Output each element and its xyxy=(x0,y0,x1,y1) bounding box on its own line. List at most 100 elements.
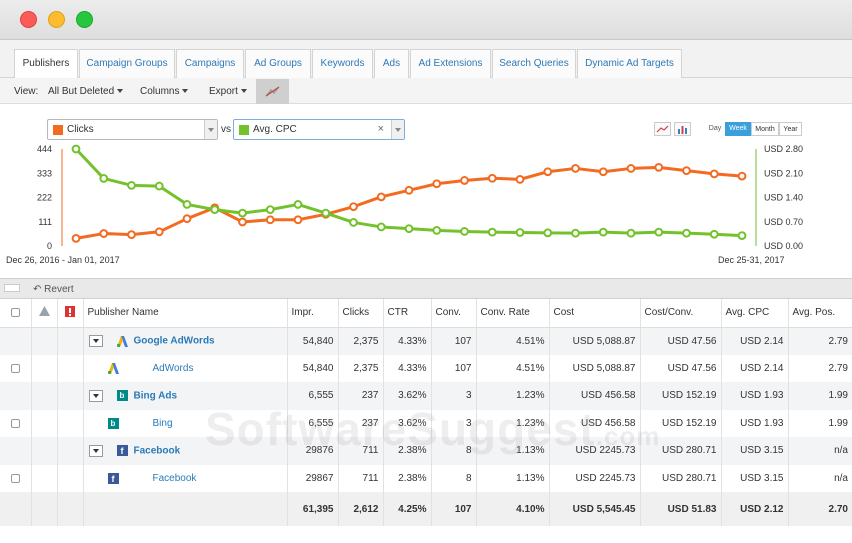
metric1-color-swatch xyxy=(53,125,63,135)
minimize-window-button[interactable] xyxy=(48,11,65,28)
table-row[interactable]: Google AdWords 54,840 2,375 4.33% 107 4.… xyxy=(0,327,852,355)
ctr-cell: 2.38% xyxy=(383,437,432,465)
metric2-select[interactable]: Avg. CPC × xyxy=(233,119,405,140)
conv-rate-cell: 1.23% xyxy=(476,382,550,410)
chevron-down-icon xyxy=(182,89,189,94)
google-adwords-icon xyxy=(116,335,128,347)
col-avg-cpc[interactable]: Avg. CPC xyxy=(721,299,789,328)
data-point xyxy=(154,227,164,237)
google-adwords-icon xyxy=(107,362,119,374)
select-all-checkbox[interactable] xyxy=(10,308,20,318)
row-checkbox[interactable] xyxy=(10,363,20,373)
data-point xyxy=(737,231,747,241)
data-point xyxy=(626,228,636,238)
table-row[interactable]: b Bing Ads 6,555 237 3.62% 3 1.23% USD 45… xyxy=(0,382,852,410)
col-impr[interactable]: Impr. xyxy=(287,299,339,328)
facebook-icon: f xyxy=(116,445,128,457)
publisher-name[interactable]: Bing xyxy=(152,417,173,429)
col-cost[interactable]: Cost xyxy=(549,299,641,328)
avg-pos-cell: n/a xyxy=(788,464,852,492)
publisher-name[interactable]: Facebook xyxy=(152,472,197,484)
data-point xyxy=(182,214,192,224)
tab-ad-groups[interactable]: Ad Groups xyxy=(245,49,311,78)
clicks-cell: 237 xyxy=(338,409,384,437)
revert-button[interactable]: ↶ Revert xyxy=(33,284,74,295)
tab-campaigns[interactable]: Campaigns xyxy=(176,49,244,78)
row-checkbox[interactable] xyxy=(10,418,20,428)
ctr-cell: 4.33% xyxy=(383,327,432,355)
data-point xyxy=(182,200,192,209)
col-ctr[interactable]: CTR xyxy=(383,299,432,328)
table-row[interactable]: AdWords 54,840 2,375 4.33% 107 4.51% USD… xyxy=(0,354,852,382)
view-label: View: xyxy=(14,86,39,97)
table-row[interactable]: f Facebook 29876 711 2.38% 8 1.13% USD 22… xyxy=(0,437,852,465)
publisher-name[interactable]: AdWords xyxy=(152,362,194,374)
data-point xyxy=(432,179,442,189)
col-clicks[interactable]: Clicks xyxy=(338,299,384,328)
publisher-name[interactable]: Facebook xyxy=(133,445,181,457)
tab-ad-extensions[interactable]: Ad Extensions xyxy=(410,49,491,78)
tab-publishers[interactable]: Publishers xyxy=(14,49,78,79)
collapse-toggle[interactable] xyxy=(4,284,20,292)
data-point xyxy=(460,176,469,185)
publisher-name[interactable]: Bing Ads xyxy=(133,390,178,402)
tab-dynamic-ad-targets[interactable]: Dynamic Ad Targets xyxy=(577,49,682,78)
data-point xyxy=(543,167,553,177)
data-point xyxy=(487,173,497,183)
bar-chart-toggle[interactable] xyxy=(674,122,691,136)
data-point xyxy=(515,174,525,184)
row-checkbox[interactable] xyxy=(10,473,20,483)
cost-cell: USD 2245.73 xyxy=(549,437,641,465)
total-clicks: 2,612 xyxy=(338,492,384,526)
data-point xyxy=(543,228,553,238)
publisher-name[interactable]: Google AdWords xyxy=(133,335,215,347)
expand-toggle[interactable] xyxy=(88,389,103,402)
cost-cell: USD 5,088.87 xyxy=(549,327,641,355)
col-conv-rate[interactable]: Conv. Rate xyxy=(476,299,550,328)
cost-per-conv-cell: USD 47.56 xyxy=(640,327,722,355)
col-cost-per-conv[interactable]: Cost/Conv. xyxy=(640,299,722,328)
view-dropdown[interactable]: All But Deleted xyxy=(48,86,124,97)
tab-search-queries[interactable]: Search Queries xyxy=(492,49,576,78)
conv-rate-cell: 1.13% xyxy=(476,464,550,492)
range-year[interactable]: Year xyxy=(779,122,802,136)
expand-toggle[interactable] xyxy=(88,444,103,457)
export-dropdown[interactable]: Export xyxy=(209,86,247,97)
toggle-chart-button[interactable] xyxy=(256,79,289,104)
maximize-window-button[interactable] xyxy=(76,11,93,28)
col-avg-pos[interactable]: Avg. Pos. xyxy=(788,299,852,328)
conv-cell: 8 xyxy=(431,437,477,465)
cost-per-conv-cell: USD 280.71 xyxy=(640,437,722,465)
range-month[interactable]: Month xyxy=(751,122,779,136)
tab-keywords[interactable]: Keywords xyxy=(312,49,373,78)
expand-toggle[interactable] xyxy=(88,335,103,347)
revert-label: Revert xyxy=(44,284,74,295)
range-day[interactable]: Day xyxy=(708,125,722,132)
metric1-select[interactable]: Clicks xyxy=(47,119,218,140)
impr-cell: 29867 xyxy=(287,464,339,492)
toolbar: View: All But Deleted Columns Export xyxy=(0,78,852,104)
data-point xyxy=(626,164,636,173)
clicks-cell: 2,375 xyxy=(338,327,384,355)
ctr-cell: 4.33% xyxy=(383,354,432,382)
col-publisher-name[interactable]: Publisher Name xyxy=(83,299,288,328)
cost-per-conv-cell: USD 152.19 xyxy=(640,382,722,410)
data-point xyxy=(349,202,358,212)
data-point xyxy=(127,180,136,190)
impr-cell: 6,555 xyxy=(287,382,339,410)
tab-campaign-groups[interactable]: Campaign Groups xyxy=(79,49,175,78)
chevron-down-icon xyxy=(240,89,247,94)
range-week[interactable]: Week xyxy=(725,122,751,136)
col-conv[interactable]: Conv. xyxy=(431,299,477,328)
table-row[interactable]: b Bing 6,555 237 3.62% 3 1.23% USD 456.58… xyxy=(0,409,852,437)
clicks-cell: 711 xyxy=(338,464,384,492)
close-window-button[interactable] xyxy=(20,11,37,28)
columns-dropdown[interactable]: Columns xyxy=(140,86,189,97)
table-row[interactable]: f Facebook 29867 711 2.38% 8 1.13% USD 22… xyxy=(0,464,852,492)
line-chart-toggle[interactable] xyxy=(654,122,671,136)
right-tick-label: USD 2.80 xyxy=(764,144,803,154)
data-point xyxy=(99,174,109,183)
clear-icon[interactable]: × xyxy=(377,123,384,135)
chevron-down-icon xyxy=(204,120,217,139)
tab-ads[interactable]: Ads xyxy=(374,49,409,78)
